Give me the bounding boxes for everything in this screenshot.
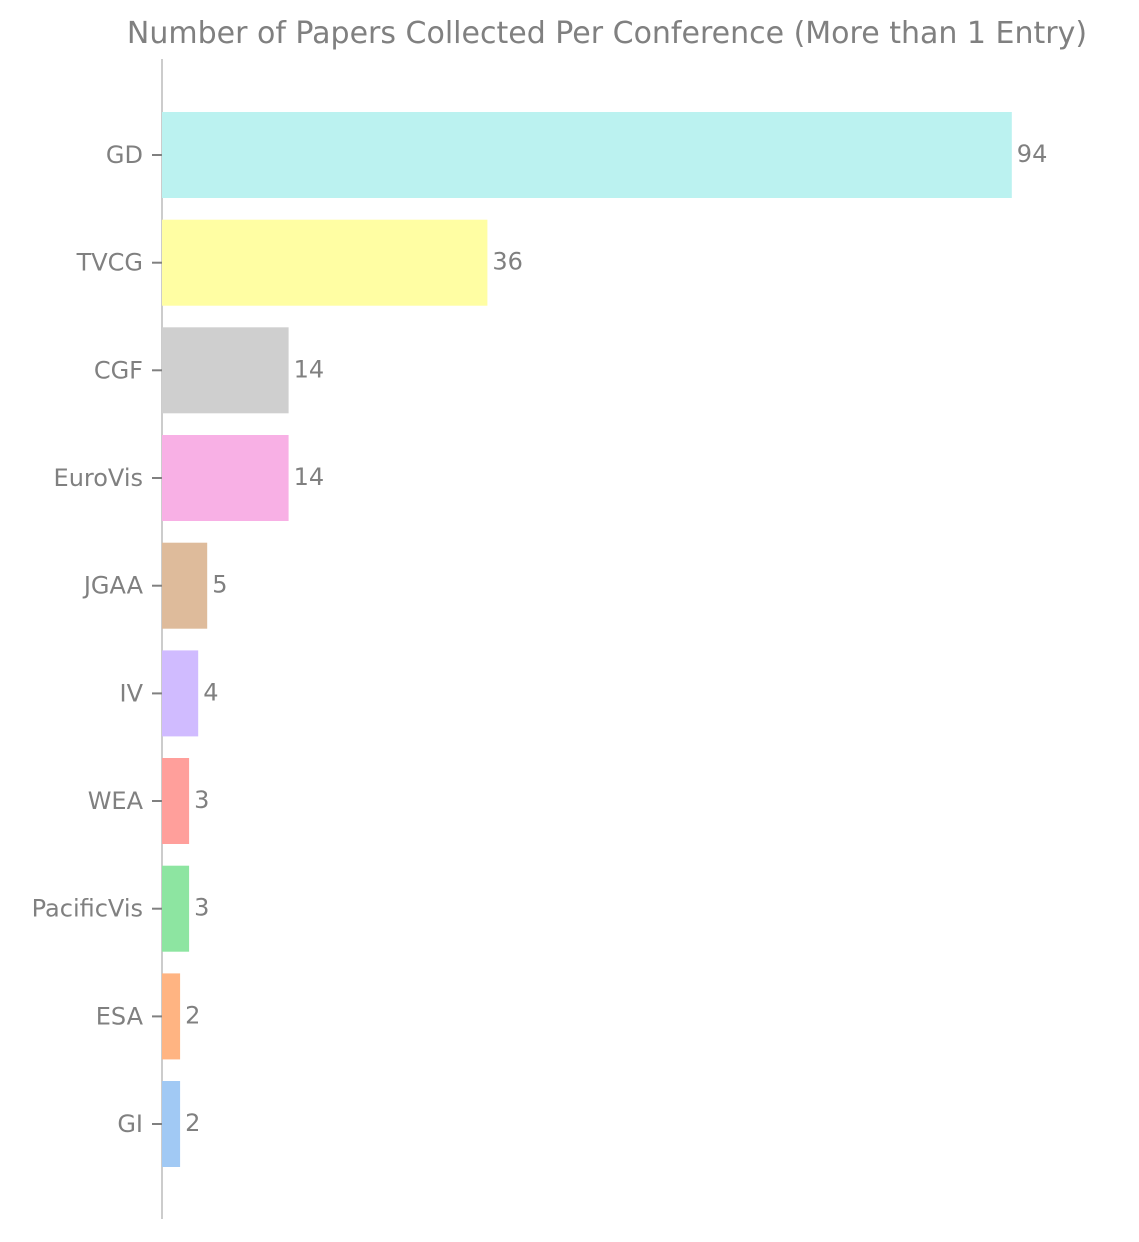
bar-jgaa xyxy=(162,542,208,629)
y-tick-label: CGF xyxy=(94,356,143,384)
y-tick-label: WEA xyxy=(88,787,144,815)
data-label-tvcg: 36 xyxy=(492,248,523,276)
data-label-gd: 94 xyxy=(1017,140,1048,168)
data-label-eurovis: 14 xyxy=(294,463,325,491)
data-label-pacificvis: 3 xyxy=(194,894,209,922)
chart-title: Number of Papers Collected Per Conferenc… xyxy=(127,16,1087,51)
y-tick-label: IV xyxy=(120,679,144,707)
bar-gd xyxy=(162,112,1012,198)
bar-esa xyxy=(162,973,181,1060)
y-tick-label: GI xyxy=(117,1110,143,1138)
bar-tvcg xyxy=(162,219,488,306)
data-label-wea: 3 xyxy=(194,786,209,814)
bar-gi xyxy=(162,1081,181,1167)
data-label-esa: 2 xyxy=(185,1001,200,1029)
bar-pacificvis xyxy=(162,865,190,952)
bar-iv xyxy=(162,650,199,737)
y-axis-ticks: GD TVCG CGF EuroVis JGAA IV WEA PacificVis ESA GI xyxy=(32,141,162,1138)
bar-cgf xyxy=(162,327,289,414)
y-tick-label: TVCG xyxy=(76,249,143,277)
bar-wea xyxy=(162,758,190,844)
data-label-cgf: 14 xyxy=(294,355,325,383)
y-tick-label: ESA xyxy=(96,1002,144,1030)
data-labels: 94 36 14 14 5 4 3 3 2 2 xyxy=(185,140,1047,1137)
data-label-jgaa: 5 xyxy=(212,571,227,599)
y-tick-label: EuroVis xyxy=(54,464,143,492)
data-label-iv: 4 xyxy=(203,678,218,706)
bar-eurovis xyxy=(162,435,289,521)
bars-group xyxy=(162,112,1012,1167)
y-tick-label: GD xyxy=(106,141,143,169)
data-label-gi: 2 xyxy=(185,1109,200,1137)
y-tick-label: JGAA xyxy=(82,572,144,600)
y-tick-label: PacificVis xyxy=(32,895,143,923)
